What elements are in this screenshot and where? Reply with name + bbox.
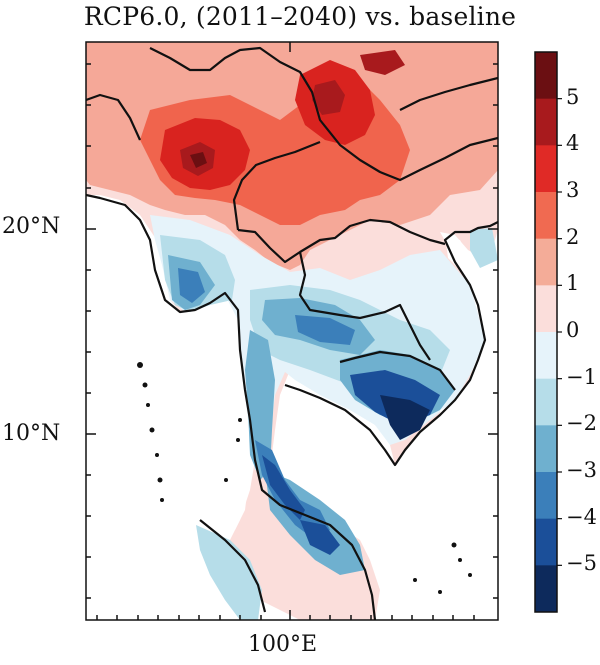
colorbar-segment xyxy=(535,285,557,333)
pale-blue-east xyxy=(470,228,498,268)
sea-andaman xyxy=(86,300,250,620)
colorbar-label: 0 xyxy=(566,318,580,342)
colorbar-label: 3 xyxy=(566,178,580,202)
map-frame xyxy=(85,41,499,621)
borders xyxy=(86,46,498,620)
colorbar-segment xyxy=(535,518,557,566)
sea-south-china xyxy=(440,360,498,470)
colorbar-frame xyxy=(534,51,558,613)
colorbar-label: 5 xyxy=(566,84,580,109)
colorbar-label: −5 xyxy=(566,551,597,576)
darkest-core xyxy=(190,152,207,168)
y-tick-label-10n: 10°N xyxy=(2,421,61,446)
islands xyxy=(137,362,472,594)
colorbar-segment xyxy=(535,52,557,100)
x-tick-label-100e: 100°E xyxy=(248,632,318,657)
north-top-red xyxy=(360,50,405,75)
darkred-core-east xyxy=(312,80,345,115)
colorbar-label: −4 xyxy=(566,504,597,529)
colorbar-label: −1 xyxy=(566,364,597,389)
navy-mekong xyxy=(380,395,430,440)
colorbar-segment xyxy=(535,145,557,193)
colorbar-label: 1 xyxy=(566,271,580,296)
colorbar-label: 4 xyxy=(566,131,580,156)
colorbar-segment xyxy=(535,192,557,240)
colorbar-segment xyxy=(535,472,557,520)
colorbar-segment xyxy=(535,238,557,286)
darkblue-isthmus xyxy=(262,455,305,520)
colorbar-segment xyxy=(535,565,557,613)
blue-myanmar xyxy=(178,268,205,303)
colorbar-segment xyxy=(535,378,557,426)
darkblue-malaysia xyxy=(300,520,340,555)
colorbar-label: 2 xyxy=(566,224,580,249)
sea-southeast xyxy=(380,575,498,620)
sea-gulf-thailand xyxy=(285,385,498,560)
colorbar xyxy=(535,52,562,613)
sea-bay-bengal xyxy=(86,195,150,300)
map-title: RCP6.0, (2011–2040) vs. baseline xyxy=(83,2,517,31)
colorbar-segment xyxy=(535,98,557,146)
colorbar-label: −3 xyxy=(566,458,597,482)
map-area xyxy=(86,42,498,620)
colorbar-segment xyxy=(535,332,557,380)
pale-blue-peninsula xyxy=(196,525,262,620)
colorbar-segment xyxy=(535,425,557,473)
y-tick-label-20n: 20°N xyxy=(2,214,61,239)
blue-thailand xyxy=(295,315,355,345)
sea-gulf-tonkin xyxy=(445,235,468,270)
colorbar-label: −2 xyxy=(566,411,597,436)
